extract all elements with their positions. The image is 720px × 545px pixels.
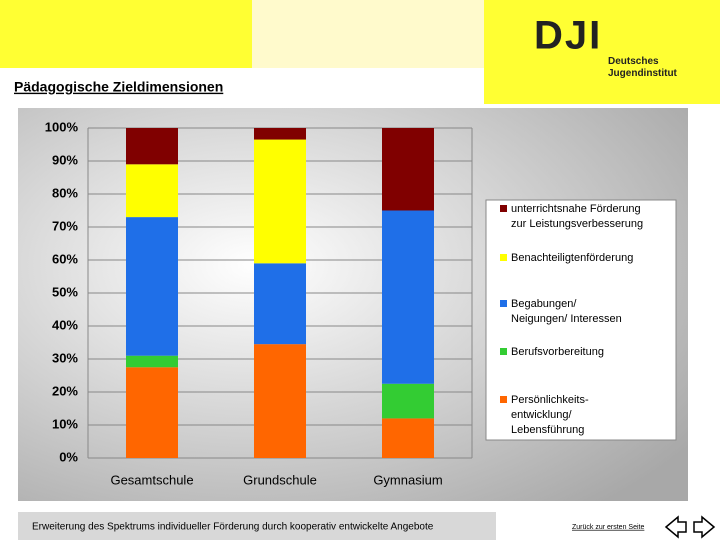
x-tick-label: Gymnasium	[373, 472, 442, 487]
x-tick-label: Gesamtschule	[110, 472, 193, 487]
bar-segment	[254, 128, 306, 140]
y-tick-label: 0%	[59, 449, 78, 464]
bar-segment	[382, 128, 434, 211]
legend-label: Berufsvorbereitung	[511, 346, 604, 358]
bar-segment	[126, 128, 178, 165]
bar-segment	[254, 139, 306, 264]
legend-swatch	[500, 300, 507, 307]
bar-segment	[126, 355, 178, 368]
y-tick-label: 50%	[52, 284, 78, 299]
y-tick-label: 20%	[52, 383, 78, 398]
y-tick-label: 70%	[52, 218, 78, 233]
legend-label: unterrichtsnahe Förderung zur Leistungsve…	[511, 203, 643, 230]
x-tick-label: Grundschule	[243, 472, 317, 487]
logo-block	[484, 0, 720, 104]
legend-swatch	[500, 205, 507, 212]
bar-segment	[382, 383, 434, 419]
y-tick-label: 60%	[52, 251, 78, 266]
bar-segment	[254, 263, 306, 345]
bar-segment	[382, 210, 434, 384]
bar-segment	[126, 217, 178, 356]
y-tick-label: 100%	[45, 119, 79, 134]
bar-segment	[382, 418, 434, 458]
footer-text: Erweiterung des Spektrums individueller …	[32, 522, 434, 533]
legend-swatch	[500, 348, 507, 355]
bar-segment	[126, 164, 178, 218]
legend-label: Begabungen/Neigungen/ Interessen	[511, 298, 622, 325]
y-tick-label: 90%	[52, 152, 78, 167]
y-tick-label: 80%	[52, 185, 78, 200]
forward-arrow[interactable]	[693, 515, 716, 539]
back-arrow[interactable]	[664, 515, 687, 539]
logo-name: Deutsches Jugendinstitut	[608, 56, 678, 79]
y-tick-label: 10%	[52, 416, 78, 431]
y-tick-label: 40%	[52, 317, 78, 332]
legend-label: Benachteiligtenförderung	[511, 252, 633, 264]
legend-swatch	[500, 396, 507, 403]
bar-segment	[126, 367, 178, 458]
slide-title: Pädagogische Zieldimensionen	[14, 79, 223, 95]
header-block	[252, 0, 484, 68]
bar-segment	[254, 344, 306, 458]
logo: DJI	[534, 14, 602, 58]
back-link[interactable]: Zurück zur ersten Seite	[572, 524, 644, 531]
legend-swatch	[500, 254, 507, 261]
legend-box	[485, 199, 677, 441]
y-tick-label: 30%	[52, 350, 78, 365]
footer-bar	[18, 512, 496, 540]
legend-label: Persönlichkeits-entwicklung/Lebensführun…	[511, 394, 589, 436]
header-block	[0, 0, 252, 68]
